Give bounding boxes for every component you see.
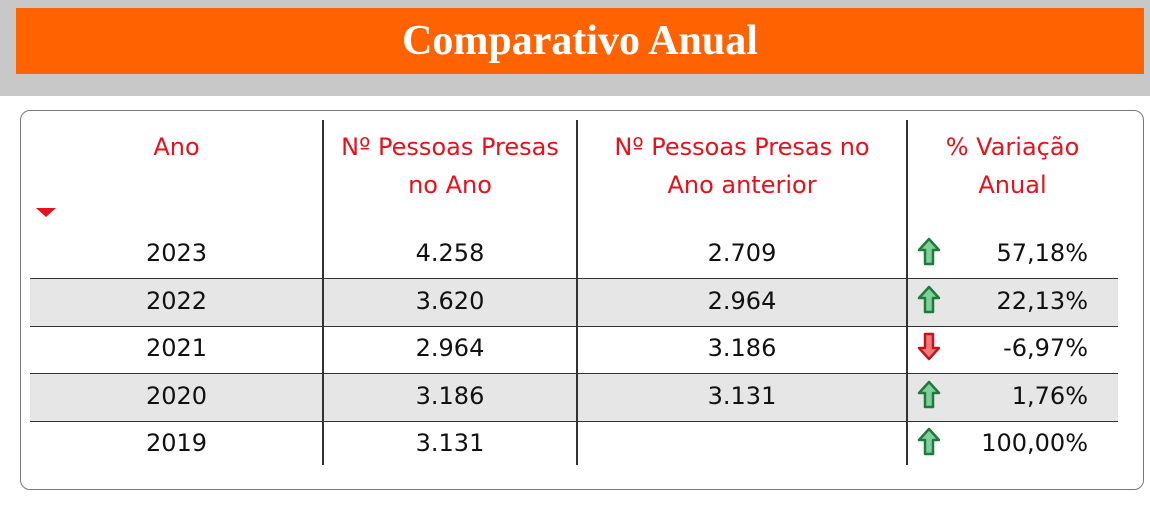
column-divider — [906, 120, 908, 465]
table-cell: 3.131 — [707, 381, 777, 410]
trend-icon — [917, 237, 941, 266]
table-cell: 2.964 — [707, 286, 777, 315]
sort-indicator — [36, 208, 56, 217]
column-header[interactable]: Nº Pessoas Presas no Ano — [341, 133, 559, 199]
table-cell: 57,18% — [996, 239, 1088, 267]
table-cell: 3.131 — [415, 429, 485, 457]
trend-icon — [917, 332, 941, 361]
table-row — [30, 277, 1118, 327]
table-cell: 2.709 — [707, 239, 777, 267]
table-cell: 100,00% — [981, 429, 1088, 457]
trend-icon — [917, 285, 941, 313]
table-cell: 2.964 — [415, 334, 485, 362]
column-divider — [576, 120, 578, 465]
table-cell: 2019 — [145, 429, 208, 457]
trend-icon — [917, 380, 941, 408]
title: Comparativo Anual — [16, 8, 1144, 74]
column-header[interactable]: Nº Pessoas Presas no Ano anterior — [614, 133, 870, 199]
table-cell: 2021 — [145, 334, 208, 362]
table-cell: 1,76% — [1011, 381, 1088, 410]
trend-icon — [917, 427, 941, 456]
column-header[interactable]: Ano — [153, 133, 200, 161]
table-cell: 4.258 — [415, 239, 485, 267]
table-cell: 3.186 — [415, 381, 485, 410]
table-cell: -6,97% — [1003, 334, 1088, 362]
table-cell: 22,13% — [996, 286, 1088, 315]
table-row — [30, 372, 1118, 422]
table-cell: 2022 — [145, 286, 208, 315]
table-cell: 2020 — [145, 381, 208, 410]
column-header[interactable]: % Variação Anual — [945, 133, 1080, 199]
table-cell: 3.186 — [707, 334, 777, 362]
table-cell: 3.620 — [415, 286, 485, 315]
table-panel — [20, 110, 1144, 490]
table-cell: 2023 — [145, 239, 208, 267]
column-divider — [322, 120, 324, 465]
